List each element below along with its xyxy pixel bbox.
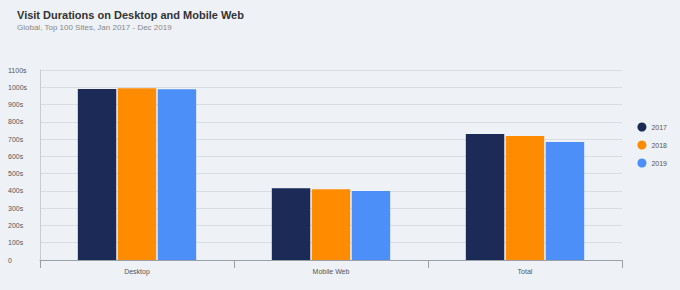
svg-text:Desktop: Desktop <box>124 268 150 276</box>
svg-text:900s: 900s <box>8 101 24 108</box>
svg-text:1100s: 1100s <box>8 67 27 74</box>
svg-text:Global, Top 100 Sites, Jan 201: Global, Top 100 Sites, Jan 2017 - Dec 20… <box>17 23 172 32</box>
svg-text:Visit Durations on Desktop and: Visit Durations on Desktop and Mobile We… <box>17 9 244 21</box>
svg-text:Total: Total <box>518 268 533 275</box>
svg-text:Mobile Web: Mobile Web <box>313 268 350 275</box>
svg-text:800s: 800s <box>8 118 24 125</box>
svg-text:300s: 300s <box>8 205 24 212</box>
svg-text:2017: 2017 <box>651 124 667 131</box>
svg-text:500s: 500s <box>8 170 24 177</box>
svg-text:0: 0 <box>8 257 12 264</box>
svg-text:600s: 600s <box>8 153 24 160</box>
svg-text:2018: 2018 <box>651 142 667 149</box>
svg-text:2019: 2019 <box>651 160 667 167</box>
svg-text:200s: 200s <box>8 222 24 229</box>
svg-text:1000s: 1000s <box>8 84 28 91</box>
svg-text:100s: 100s <box>8 239 24 246</box>
svg-text:700s: 700s <box>8 136 24 143</box>
svg-text:400s: 400s <box>8 187 24 194</box>
